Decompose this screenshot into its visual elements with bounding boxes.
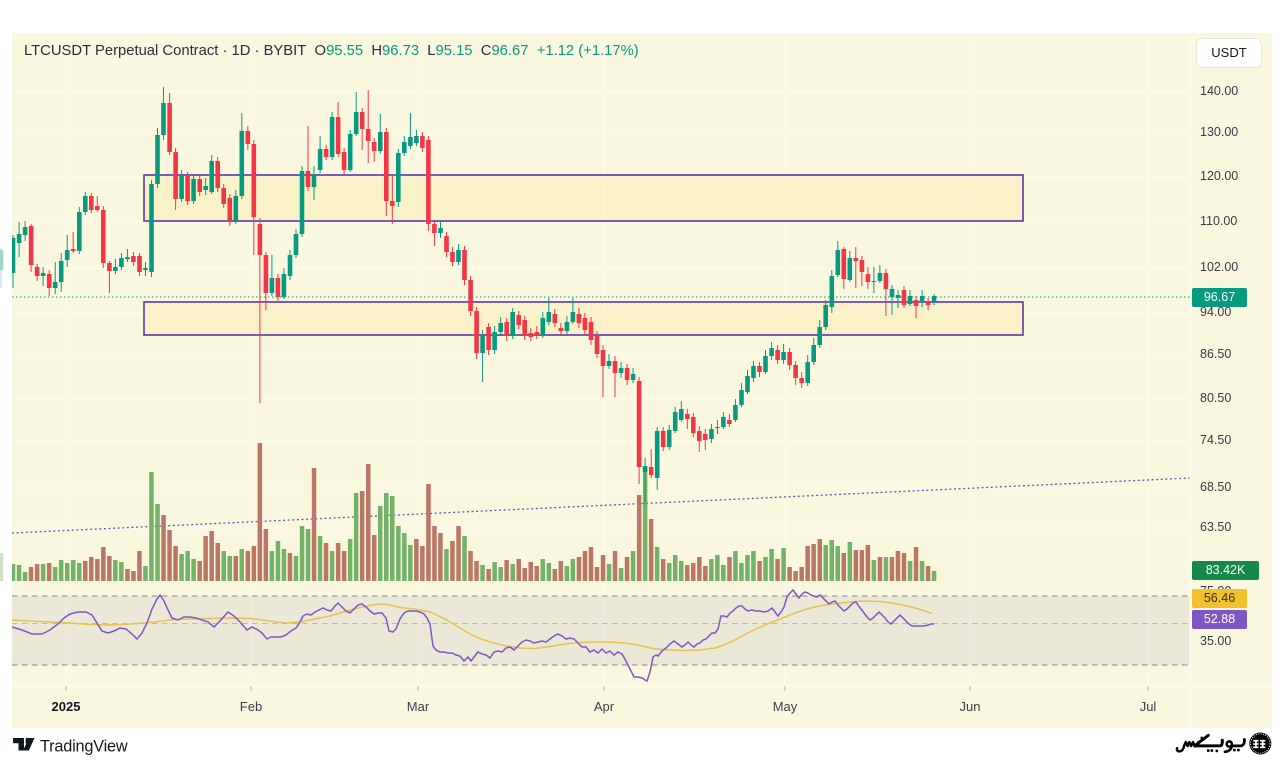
svg-text:TradingView: TradingView — [40, 737, 128, 755]
